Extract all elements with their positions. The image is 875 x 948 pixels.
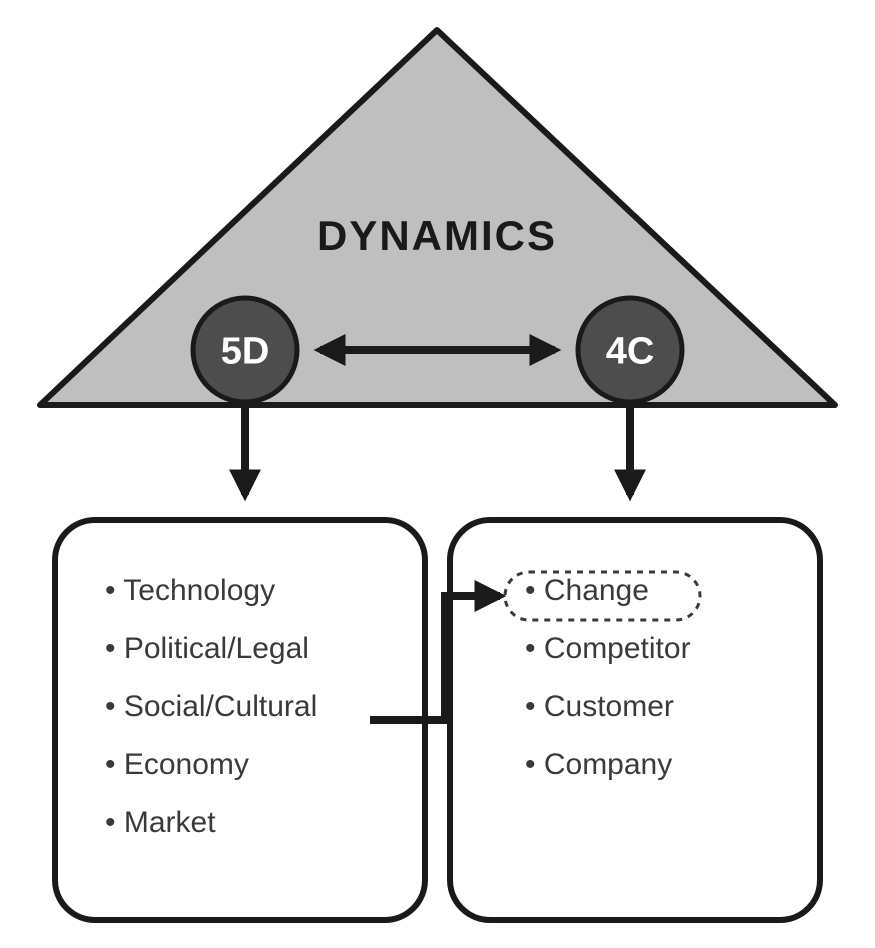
list-item-right-3: • Company (525, 748, 672, 781)
circle-label-4c: 4C (606, 330, 655, 372)
list-item-right-0: • Change (525, 574, 649, 607)
diagram-title: DYNAMICS (317, 212, 557, 259)
list-item-left-0: • Technology (105, 574, 275, 607)
list-item-left-4: • Market (105, 806, 216, 839)
list-item-left-3: • Economy (105, 748, 249, 781)
circle-label-5d: 5D (221, 330, 270, 372)
dynamics-diagram: DYNAMICS 5D 4C • Technology • Political/Lega… (0, 0, 875, 948)
list-item-right-2: • Customer (525, 690, 674, 723)
elbow-arrow (370, 596, 500, 720)
list-item-left-1: • Political/Legal (105, 632, 309, 665)
list-item-right-1: • Competitor (525, 632, 691, 665)
list-item-left-2: • Social/Cultural (105, 690, 317, 723)
